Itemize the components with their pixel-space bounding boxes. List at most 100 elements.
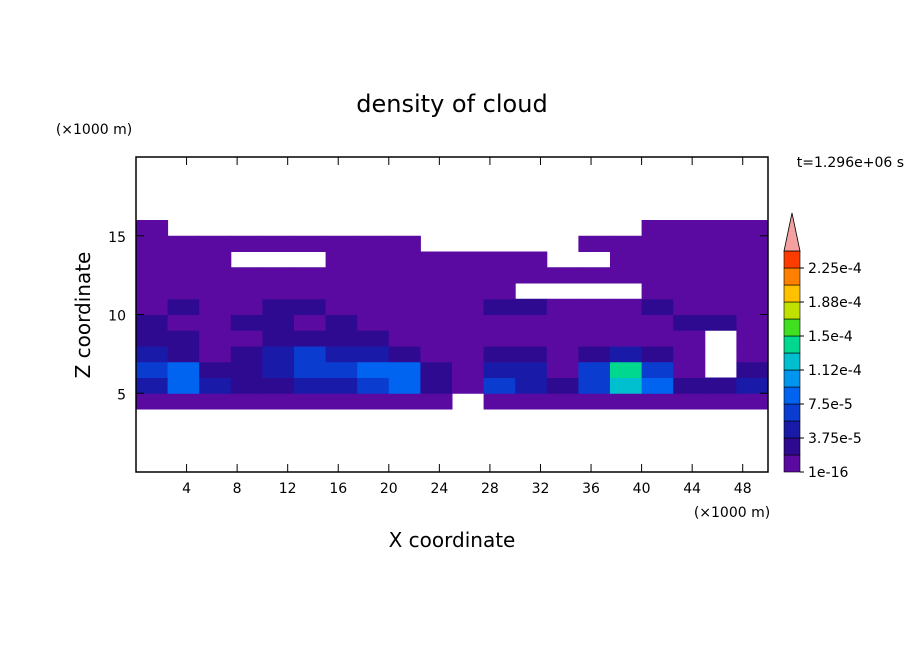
contour-cell bbox=[325, 298, 358, 315]
contour-cell bbox=[167, 330, 200, 347]
contour-cell bbox=[736, 330, 769, 347]
colorbar-bin bbox=[783, 284, 801, 303]
x-tick-label: 4 bbox=[182, 481, 191, 497]
contour-cell bbox=[136, 220, 169, 237]
contour-cell bbox=[357, 377, 390, 394]
contour-cell bbox=[546, 393, 579, 410]
contour-cell bbox=[199, 377, 232, 394]
x-tick-label: 16 bbox=[329, 481, 347, 497]
contour-cell bbox=[736, 235, 769, 252]
contour-cell bbox=[420, 314, 453, 331]
contour-cell bbox=[325, 267, 358, 284]
contour-cell bbox=[515, 251, 548, 268]
contour-cell bbox=[136, 251, 169, 268]
y-axis-label: Z coordinate bbox=[71, 252, 95, 379]
x-tick-label: 40 bbox=[633, 481, 651, 497]
contour-cell bbox=[515, 330, 548, 347]
contour-cell bbox=[483, 314, 516, 331]
contour-cell bbox=[325, 283, 358, 300]
contour-cell bbox=[641, 220, 674, 237]
contour-cell bbox=[388, 361, 421, 378]
contour-cell bbox=[641, 267, 674, 284]
contour-cell bbox=[736, 298, 769, 315]
subtitle: t=1.296e+06 s bbox=[797, 155, 904, 171]
contour-cell bbox=[578, 393, 611, 410]
contour-cell bbox=[199, 314, 232, 331]
y-unit: (×1000 m) bbox=[56, 122, 132, 138]
colorbar-bin bbox=[783, 352, 801, 371]
contour-cell bbox=[388, 283, 421, 300]
contour-cell bbox=[673, 330, 706, 347]
contour-cell bbox=[420, 330, 453, 347]
y-tick-label: 10 bbox=[108, 309, 126, 325]
contour-cell bbox=[357, 298, 390, 315]
colorbar-label: 1.5e-4 bbox=[808, 329, 853, 345]
contour-cell bbox=[262, 283, 295, 300]
contour-cell bbox=[641, 298, 674, 315]
contour-cell bbox=[167, 235, 200, 252]
contour-cell bbox=[736, 346, 769, 363]
contour-cell bbox=[199, 346, 232, 363]
contour-cell bbox=[704, 393, 737, 410]
contour-cell bbox=[388, 314, 421, 331]
contour-cell bbox=[199, 361, 232, 378]
contour-cell bbox=[736, 377, 769, 394]
contour-cell bbox=[704, 251, 737, 268]
contour-cell bbox=[230, 346, 263, 363]
contour-cell bbox=[357, 267, 390, 284]
colorbar-bin bbox=[783, 267, 801, 286]
colorbar-label: 1e-16 bbox=[808, 465, 848, 481]
colorbar-label: 1.88e-4 bbox=[808, 295, 862, 311]
contour-cell bbox=[136, 393, 169, 410]
contour-cell bbox=[610, 235, 643, 252]
contour-cell bbox=[641, 361, 674, 378]
contour-cell bbox=[452, 251, 485, 268]
contour-cell bbox=[704, 298, 737, 315]
contour-cell bbox=[357, 393, 390, 410]
colorbar-bin bbox=[783, 437, 801, 456]
x-tick-label: 48 bbox=[734, 481, 752, 497]
contour-cell bbox=[546, 267, 579, 284]
contour-cell bbox=[546, 377, 579, 394]
x-unit: (×1000 m) bbox=[694, 505, 770, 521]
contour-cell bbox=[578, 267, 611, 284]
colorbar-bin bbox=[783, 369, 801, 388]
contour-cell bbox=[294, 393, 327, 410]
colorbar-label: 7.5e-5 bbox=[808, 397, 853, 413]
contour-cell bbox=[167, 283, 200, 300]
contour-cell bbox=[388, 267, 421, 284]
contour-cell bbox=[483, 330, 516, 347]
contour-cell bbox=[420, 283, 453, 300]
contour-cell bbox=[546, 361, 579, 378]
contour-cell bbox=[736, 314, 769, 331]
contour-cell bbox=[262, 298, 295, 315]
contour-cell bbox=[452, 377, 485, 394]
contour-cell bbox=[736, 283, 769, 300]
contour-cell bbox=[199, 251, 232, 268]
contour-cell bbox=[420, 251, 453, 268]
contour-cell bbox=[641, 346, 674, 363]
contour-cell bbox=[515, 267, 548, 284]
contour-cell bbox=[420, 346, 453, 363]
contour-cell bbox=[546, 330, 579, 347]
contour-cell bbox=[673, 346, 706, 363]
colorbar-bin bbox=[783, 454, 801, 473]
contour-cell bbox=[483, 393, 516, 410]
contour-cell bbox=[515, 361, 548, 378]
contour-cell bbox=[325, 330, 358, 347]
contour-cell bbox=[167, 314, 200, 331]
contour-cell bbox=[483, 298, 516, 315]
colorbar-label: 2.25e-4 bbox=[808, 261, 862, 277]
contour-cell bbox=[294, 346, 327, 363]
contour-cell bbox=[325, 393, 358, 410]
contour-cell bbox=[452, 267, 485, 284]
contour-cell bbox=[578, 361, 611, 378]
contour-cell bbox=[483, 377, 516, 394]
colorbar-bin bbox=[783, 386, 801, 405]
contour-cell bbox=[641, 283, 674, 300]
contour-cell bbox=[483, 283, 516, 300]
contour-cell bbox=[610, 377, 643, 394]
contour-cell bbox=[673, 298, 706, 315]
contour-cell bbox=[673, 314, 706, 331]
